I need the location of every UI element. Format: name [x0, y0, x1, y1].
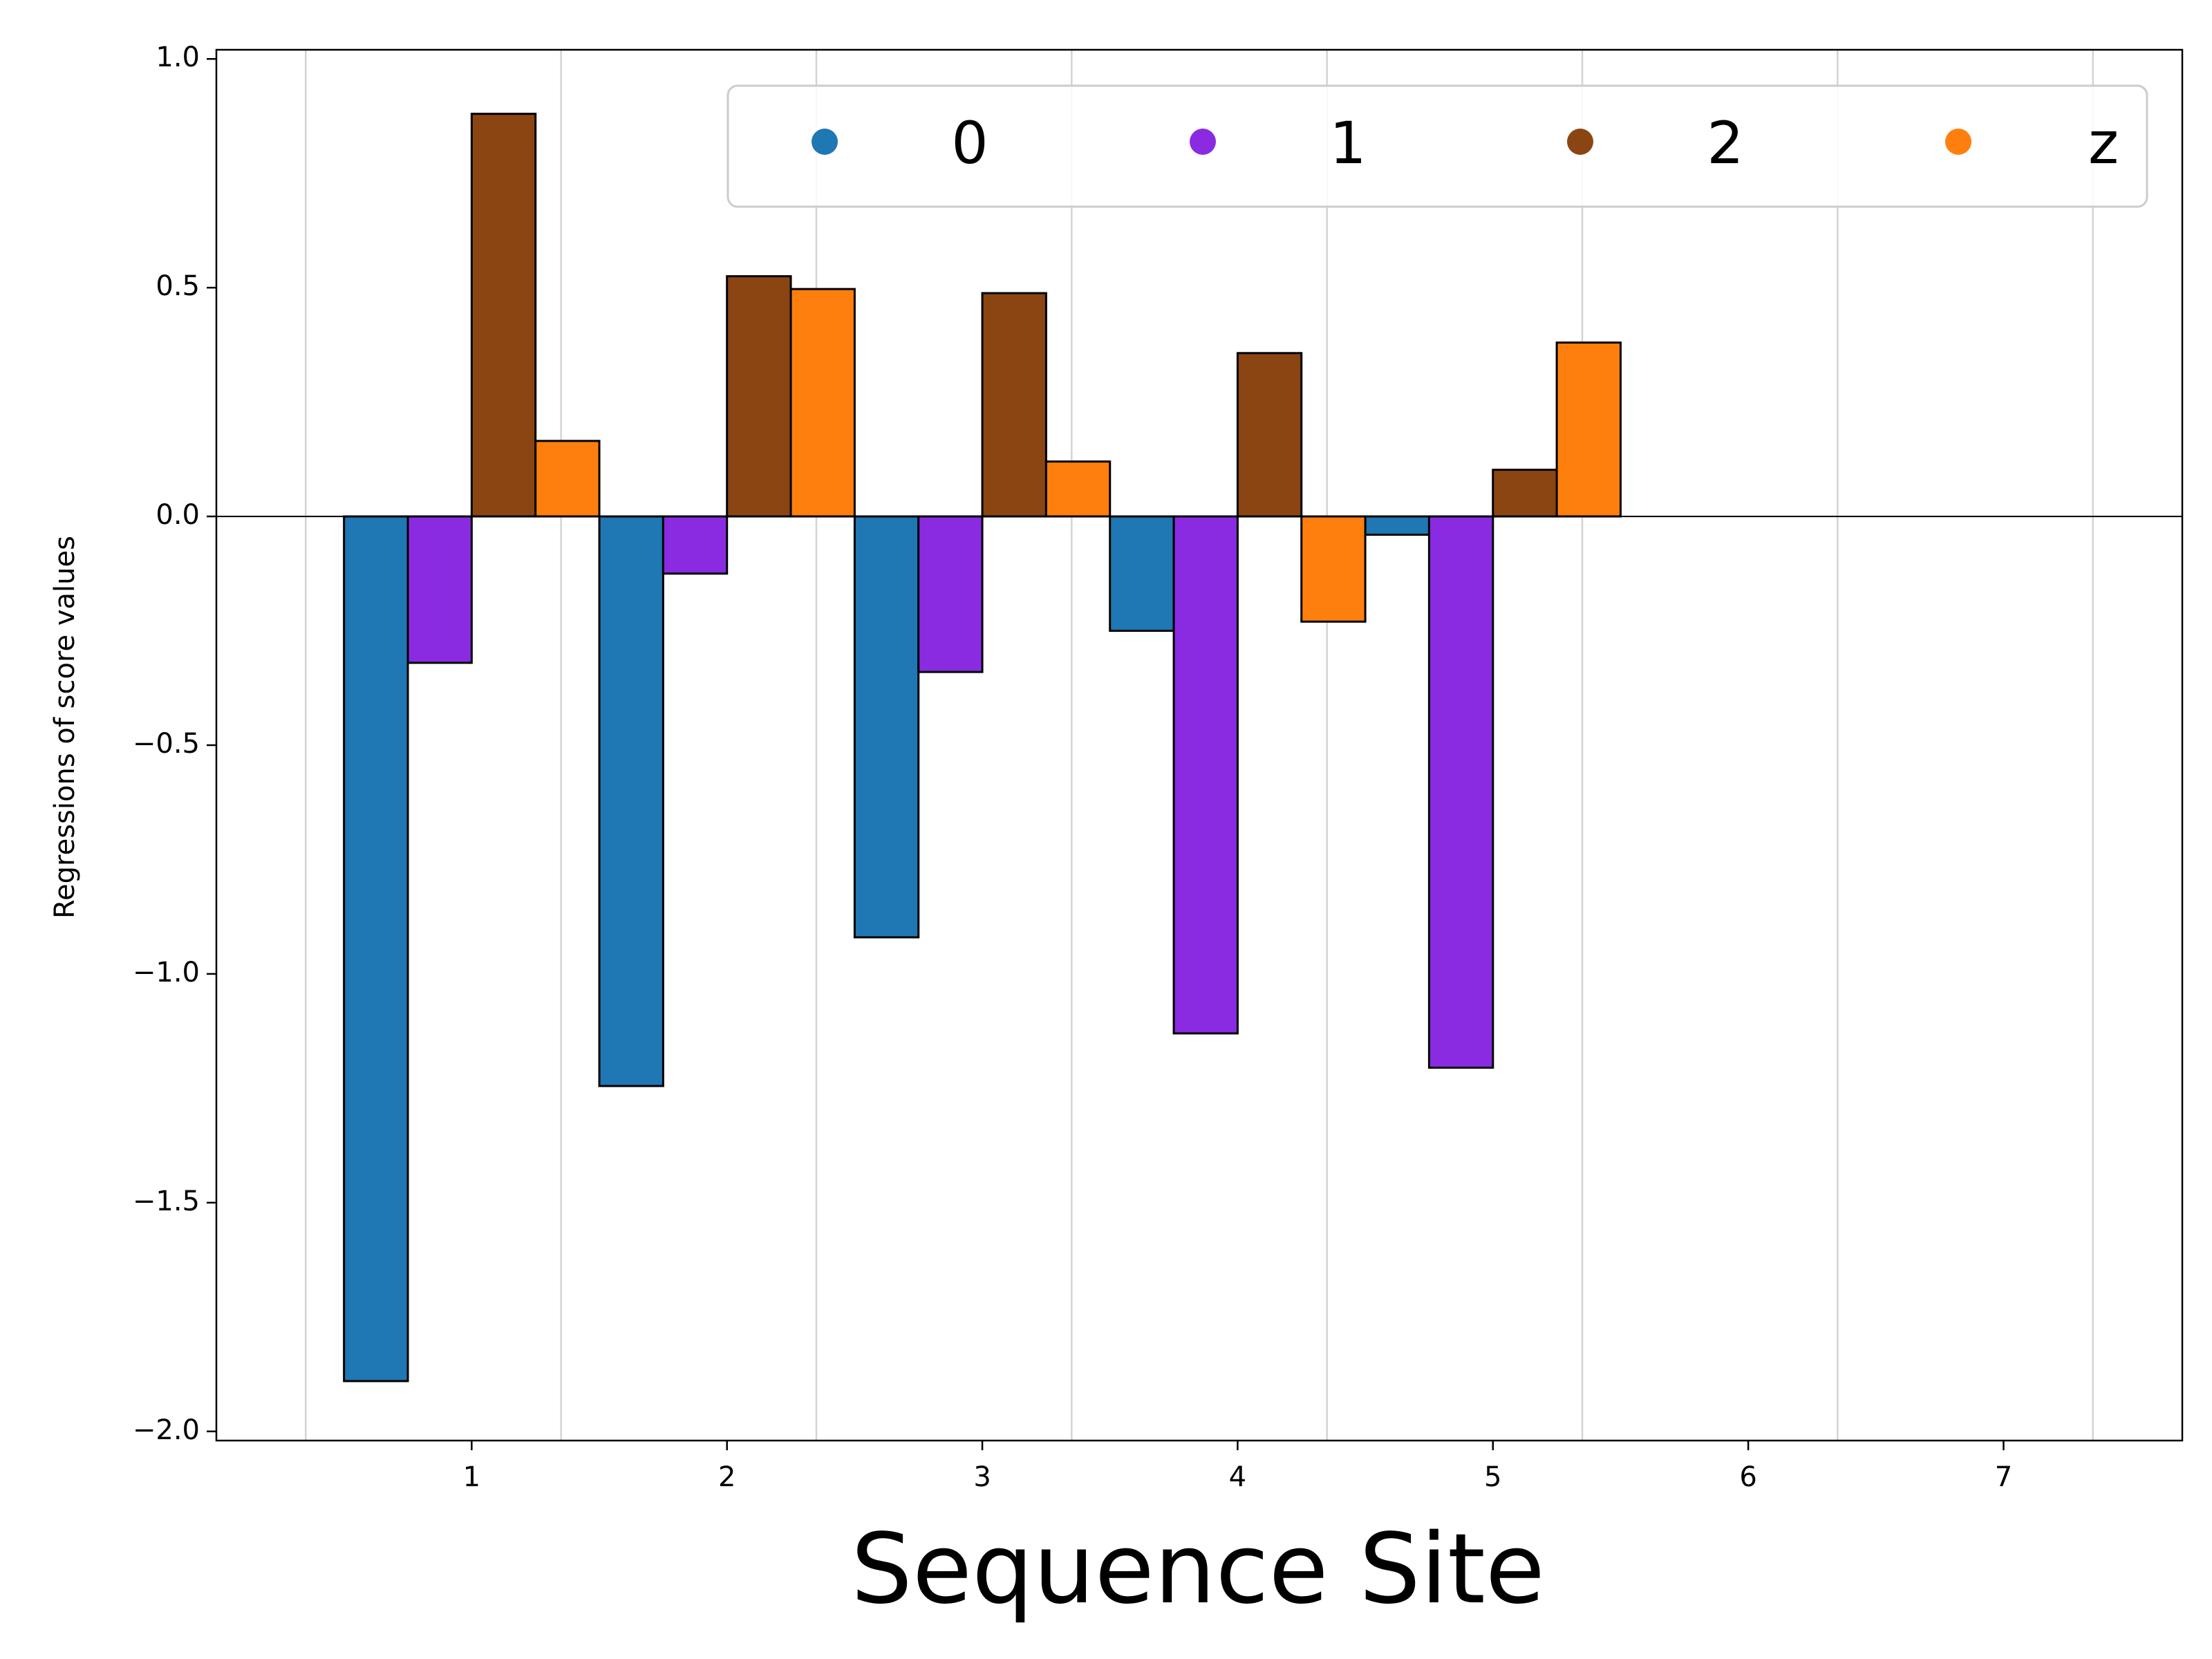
bar-series-z-site-1: [534, 440, 601, 518]
bar-series-1-site-4: [1172, 515, 1239, 1035]
bar-series-z-site-4: [1300, 515, 1367, 623]
bar-series-0-site-1: [343, 515, 409, 1382]
x-tick-label: 6: [1739, 1461, 1756, 1493]
y-tick-label: 1.0: [156, 41, 200, 73]
bar-series-2-site-2: [726, 275, 792, 518]
bar-series-2-site-3: [981, 292, 1047, 518]
bar-series-1-site-5: [1427, 515, 1494, 1069]
grid-lines: [305, 50, 2094, 1441]
legend-marker-1: [1190, 129, 1216, 155]
x-tick-label: 3: [973, 1461, 991, 1493]
bar-series-1-site-1: [406, 515, 473, 664]
bar-series-2-site-4: [1236, 352, 1303, 518]
bar-series-2-site-1: [470, 113, 537, 518]
bar-series-z-site-5: [1555, 341, 1622, 518]
bar-series-z-site-2: [789, 288, 856, 518]
legend: 0 1 2 z: [727, 84, 2148, 208]
bar-series-z-site-3: [1044, 460, 1112, 518]
bar-series-2-site-5: [1492, 469, 1558, 518]
x-axis-label: Sequence Site: [851, 1513, 1545, 1626]
y-axis-label: Regressions of score values: [49, 536, 81, 919]
y-tick-label: −1.0: [133, 957, 200, 988]
bar-series-1-site-2: [662, 515, 729, 575]
y-tick-label: −0.5: [133, 728, 200, 760]
legend-marker-0: [812, 129, 838, 155]
legend-label-0: 0: [951, 109, 988, 177]
y-tick-label: 0.0: [156, 499, 200, 531]
x-tick-label: 2: [718, 1461, 735, 1493]
bar-series-0-site-2: [598, 515, 664, 1087]
legend-box: [727, 84, 2148, 208]
bar-series-1-site-3: [917, 515, 984, 673]
legend-label-1: 1: [1329, 109, 1366, 177]
x-tick-label: 4: [1229, 1461, 1246, 1493]
y-tick-label: −1.5: [133, 1185, 200, 1217]
x-axis: 1 2 3 4 5 6 7: [463, 1441, 2012, 1493]
y-axis: 1.0 0.5 0.0 −0.5 −1.0 −1.5 −2.0: [133, 41, 216, 1446]
legend-marker-2: [1567, 129, 1593, 155]
bars: [343, 113, 1622, 1382]
x-tick-label: 1: [463, 1461, 480, 1493]
y-tick-label: −2.0: [133, 1414, 200, 1446]
bar-series-0-site-4: [1109, 515, 1175, 632]
bar-series-0-site-3: [853, 515, 920, 939]
x-tick-label: 7: [1995, 1461, 2012, 1493]
legend-label-2: 2: [1707, 109, 1743, 177]
bar-series-0-site-5: [1364, 515, 1430, 536]
x-tick-label: 5: [1484, 1461, 1501, 1493]
y-tick-label: 0.5: [156, 270, 200, 302]
legend-marker-z: [1945, 129, 1971, 155]
legend-label-z: z: [2088, 109, 2119, 177]
